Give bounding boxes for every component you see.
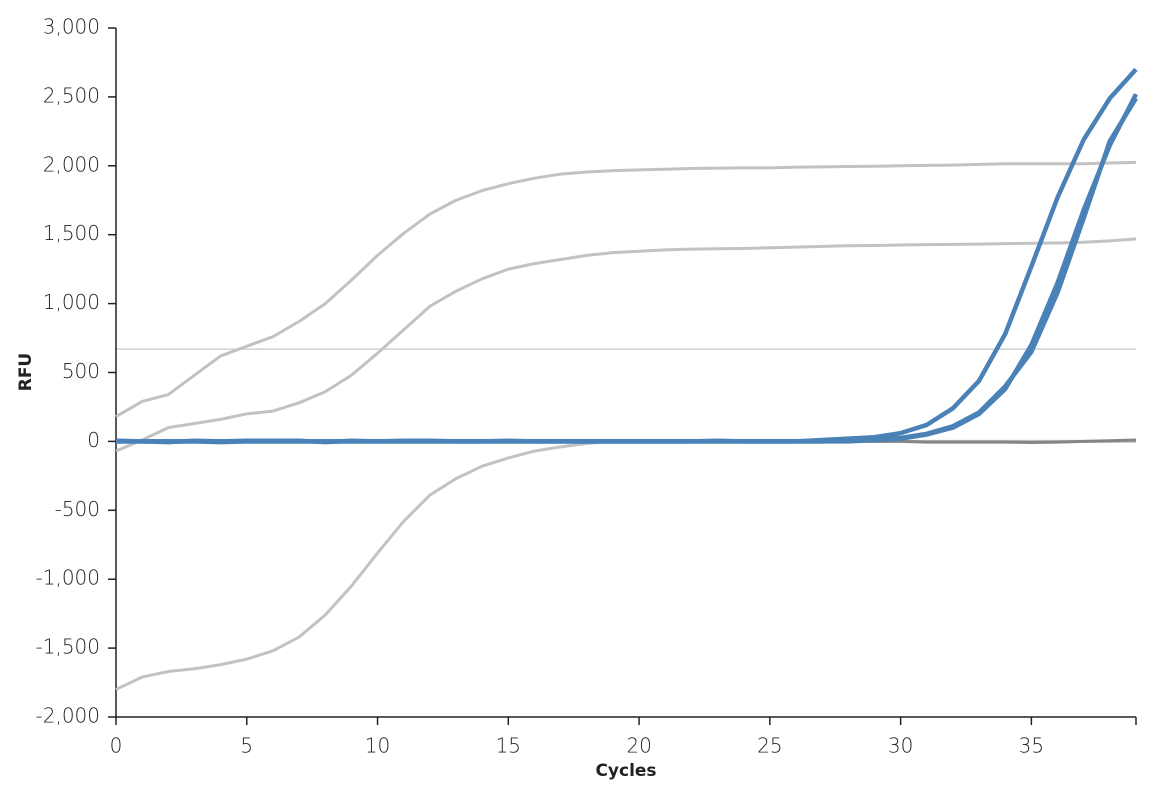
data-line [115,160,1137,418]
x-tick-label: 15 [496,734,521,758]
x-tick-label: 10 [365,734,390,758]
x-tick-label: 25 [757,734,782,758]
data-line [116,93,1139,444]
data-line [115,439,1136,691]
x-tick-label: 0 [110,734,123,758]
x-tick-label: 20 [626,734,651,758]
y-tick-label: -500 [55,497,100,521]
x-axis-title: Cycles [595,761,656,781]
y-tick-label: 2,500 [43,83,100,107]
y-tick-label: 0 [87,428,100,452]
data-line [115,237,1137,453]
data-line [116,97,1138,445]
y-tick-label: 1,000 [43,290,100,314]
y-tick-label: 3,000 [43,15,100,39]
x-tick-label: 30 [888,734,913,758]
y-axis-title: RFU [16,353,36,392]
x-tick-label: 35 [1019,734,1044,758]
y-tick-label: 1,500 [43,221,100,245]
y-tick-label: -1,000 [36,566,100,590]
y-tick-label: 2,000 [43,152,100,176]
y-tick-label: 500 [62,359,100,383]
y-tick-label: -1,500 [36,635,100,659]
data-line [115,67,1138,445]
y-tick-label: -2,000 [36,704,100,728]
x-tick-label: 5 [240,734,253,758]
